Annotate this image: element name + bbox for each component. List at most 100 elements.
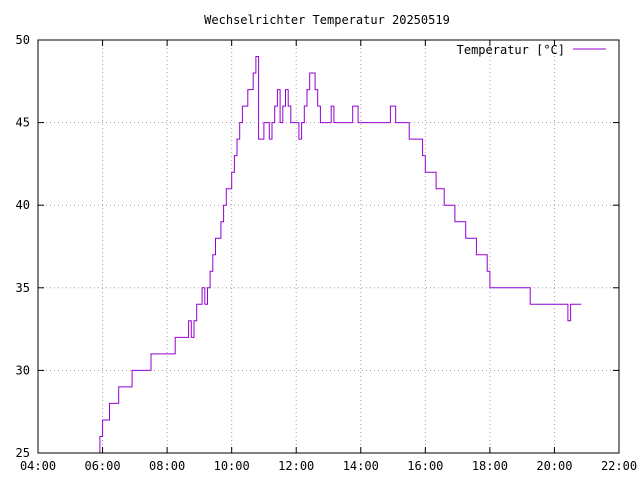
- data-point: [204, 304, 205, 305]
- data-point: [242, 105, 243, 106]
- data-point: [277, 89, 278, 90]
- data-point: [285, 89, 286, 90]
- data-point: [323, 122, 324, 123]
- data-point: [282, 105, 283, 106]
- data-point: [247, 89, 248, 90]
- data-point: [344, 122, 345, 123]
- x-tick-label: 12:00: [278, 459, 314, 473]
- data-point: [290, 122, 291, 123]
- data-point: [269, 139, 270, 140]
- y-tick-label: 35: [16, 281, 30, 295]
- data-point: [210, 271, 211, 272]
- data-point: [212, 254, 213, 255]
- plot-frame: [37, 39, 620, 454]
- x-tick-label: 14:00: [343, 459, 379, 473]
- legend-label: Temperatur [°C]: [457, 43, 565, 57]
- tick-labels: 04:00 06:00 08:00 10:00 12:00 14:00 16:00 18:00…: [16, 33, 638, 473]
- data-point: [250, 89, 251, 90]
- data-point: [314, 89, 315, 90]
- data-point: [570, 304, 571, 305]
- data-point: [425, 172, 426, 173]
- data-point: [293, 122, 294, 123]
- chart-title: Wechselrichter Temperatur 20250519: [204, 13, 450, 27]
- series-line: [97, 56, 582, 454]
- y-tick-label: 25: [16, 446, 30, 460]
- data-point: [150, 353, 151, 354]
- series-layer: [97, 56, 582, 454]
- data-point: [118, 386, 119, 387]
- data-point: [444, 205, 445, 206]
- data-point: [258, 139, 259, 140]
- data-point: [193, 320, 194, 321]
- ticks: [37, 39, 620, 454]
- data-point: [207, 287, 208, 288]
- data-point: [298, 139, 299, 140]
- data-point: [333, 122, 334, 123]
- data-point: [215, 238, 216, 239]
- data-point: [201, 287, 202, 288]
- data-point: [320, 122, 321, 123]
- data-point: [109, 403, 110, 404]
- data-point: [279, 122, 280, 123]
- data-point: [191, 337, 192, 338]
- data-point: [99, 436, 100, 437]
- data-point: [390, 105, 391, 106]
- legend: Temperatur [°C]: [457, 43, 606, 57]
- data-point: [236, 139, 237, 140]
- y-tick-label: 30: [16, 363, 30, 377]
- data-point: [435, 188, 436, 189]
- x-tick-label: 10:00: [214, 459, 250, 473]
- x-tick-label: 18:00: [472, 459, 508, 473]
- data-point: [384, 122, 385, 123]
- data-point: [132, 370, 133, 371]
- data-point: [102, 419, 103, 420]
- data-point: [336, 122, 337, 123]
- grid: [38, 40, 619, 453]
- data-point: [349, 122, 350, 123]
- x-tick-label: 04:00: [20, 459, 56, 473]
- data-point: [395, 122, 396, 123]
- data-point: [581, 304, 582, 305]
- y-tick-label: 50: [16, 33, 30, 47]
- data-point: [341, 122, 342, 123]
- data-point: [357, 122, 358, 123]
- data-point: [220, 221, 221, 222]
- data-point: [317, 105, 318, 106]
- y-tick-label: 40: [16, 198, 30, 212]
- x-tick-label: 20:00: [536, 459, 572, 473]
- y-tick-label: 45: [16, 116, 30, 130]
- data-point: [231, 172, 232, 173]
- data-point: [530, 304, 531, 305]
- data-point: [226, 188, 227, 189]
- x-tick-label: 08:00: [149, 459, 185, 473]
- data-point: [175, 337, 176, 338]
- data-point: [360, 122, 361, 123]
- data-point: [196, 304, 197, 305]
- data-point: [288, 105, 289, 106]
- data-point: [392, 105, 393, 106]
- data-point: [454, 221, 455, 222]
- data-point: [304, 105, 305, 106]
- data-point: [508, 287, 509, 288]
- data-point: [309, 72, 310, 73]
- data-point: [331, 105, 332, 106]
- data-point: [223, 205, 224, 206]
- x-tick-label: 22:00: [601, 459, 637, 473]
- data-point: [234, 155, 235, 156]
- data-point: [306, 89, 307, 90]
- x-tick-label: 06:00: [84, 459, 120, 473]
- data-point: [489, 287, 490, 288]
- data-point: [188, 320, 189, 321]
- data-point: [409, 139, 410, 140]
- data-point: [274, 105, 275, 106]
- data-point: [339, 122, 340, 123]
- data-point: [325, 122, 326, 123]
- data-point: [296, 122, 297, 123]
- data-point: [253, 72, 254, 73]
- data-point: [567, 320, 568, 321]
- data-point: [465, 238, 466, 239]
- data-point: [263, 122, 264, 123]
- data-point: [245, 105, 246, 106]
- data-point: [487, 271, 488, 272]
